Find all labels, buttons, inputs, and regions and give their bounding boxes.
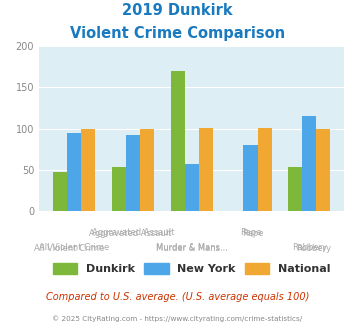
Text: All Violent Crime: All Violent Crime [34, 244, 105, 253]
Text: Robbery: Robbery [292, 243, 327, 251]
Text: Robbery: Robbery [296, 244, 331, 253]
Bar [258, 128, 272, 211]
Bar [140, 129, 154, 211]
Bar [67, 133, 81, 211]
Bar [112, 168, 126, 211]
Bar [81, 129, 95, 211]
Text: Rape: Rape [242, 229, 263, 238]
Bar [170, 71, 185, 211]
Legend: Dunkirk, New York, National: Dunkirk, New York, National [53, 263, 331, 274]
Bar [302, 116, 316, 211]
Text: © 2025 CityRating.com - https://www.cityrating.com/crime-statistics/: © 2025 CityRating.com - https://www.city… [53, 315, 302, 322]
Bar [244, 145, 258, 211]
Text: 2019 Dunkirk: 2019 Dunkirk [122, 3, 233, 18]
Text: Rape: Rape [240, 228, 261, 237]
Text: Aggravated Assault: Aggravated Assault [92, 228, 174, 237]
Bar [53, 172, 67, 211]
Text: Compared to U.S. average. (U.S. average equals 100): Compared to U.S. average. (U.S. average … [46, 292, 309, 302]
Text: Murder & Mans...: Murder & Mans... [156, 244, 228, 253]
Bar [185, 164, 199, 211]
Bar [316, 129, 331, 211]
Bar [288, 167, 302, 211]
Text: Aggravated Assault: Aggravated Assault [89, 229, 172, 238]
Bar [126, 135, 140, 211]
Text: Murder & Mans...: Murder & Mans... [156, 243, 228, 251]
Bar [199, 128, 213, 211]
Text: Violent Crime Comparison: Violent Crime Comparison [70, 26, 285, 41]
Text: All Violent Crime: All Violent Crime [39, 243, 109, 251]
